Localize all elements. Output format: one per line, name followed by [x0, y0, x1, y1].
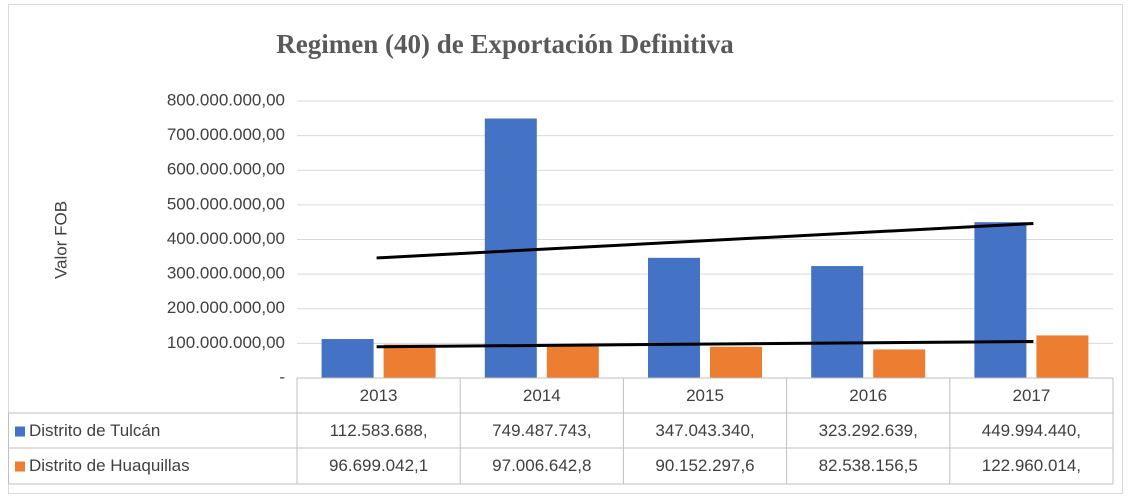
legend-swatch [15, 426, 25, 437]
chart-title: Regimen (40) de Exportación Definitiva [276, 29, 734, 59]
bar [648, 257, 700, 378]
bar [321, 339, 374, 378]
data-table-value: 749.487.743, [492, 421, 591, 440]
y-tick-label: 800.000.000,00 [167, 90, 285, 109]
bar [974, 222, 1027, 378]
y-axis-label: Valor FOB [51, 201, 70, 279]
y-tick-label: 700.000.000,00 [167, 125, 285, 144]
data-table-value: 449.994.440, [982, 421, 1081, 440]
bar [873, 349, 926, 378]
y-tick-label: 600.000.000,00 [167, 160, 285, 179]
legend-swatch [15, 461, 25, 472]
x-tick-label: 2016 [849, 386, 887, 405]
y-tick-label: 200.000.000,00 [167, 298, 285, 317]
data-table-value: 323.292.639, [819, 421, 918, 440]
y-tick-label: 300.000.000,00 [167, 264, 285, 283]
bar [710, 346, 762, 378]
x-tick-label: 2014 [523, 386, 561, 405]
x-tick-label: 2015 [686, 386, 724, 405]
legend-label: Distrito de Tulcán [29, 421, 160, 440]
bar [484, 118, 537, 378]
data-table-value: 97.006.642,8 [492, 456, 591, 475]
y-tick-label: 100.000.000,00 [167, 333, 285, 352]
legend-label: Distrito de Huaquillas [29, 456, 190, 475]
bar [383, 344, 436, 378]
data-table-value: 96.699.042,1 [329, 456, 428, 475]
data-table-value: 90.152.297,6 [655, 456, 754, 475]
x-tick-label: 2013 [360, 386, 398, 405]
data-table-value: 122.960.014, [982, 456, 1081, 475]
y-tick-label: 500.000.000,00 [167, 194, 285, 213]
data-table-value: 347.043.340, [655, 421, 754, 440]
bar [546, 344, 599, 378]
trendline [376, 339, 1034, 349]
trendline [376, 222, 1034, 260]
data-table-value: 82.538.156,5 [819, 456, 918, 475]
bar [1036, 335, 1089, 378]
data-table-value: 112.583.688, [330, 421, 428, 440]
bar [811, 266, 864, 378]
y-tick-label: - [279, 367, 285, 386]
x-tick-label: 2017 [1012, 386, 1050, 405]
y-tick-label: 400.000.000,00 [167, 229, 285, 248]
